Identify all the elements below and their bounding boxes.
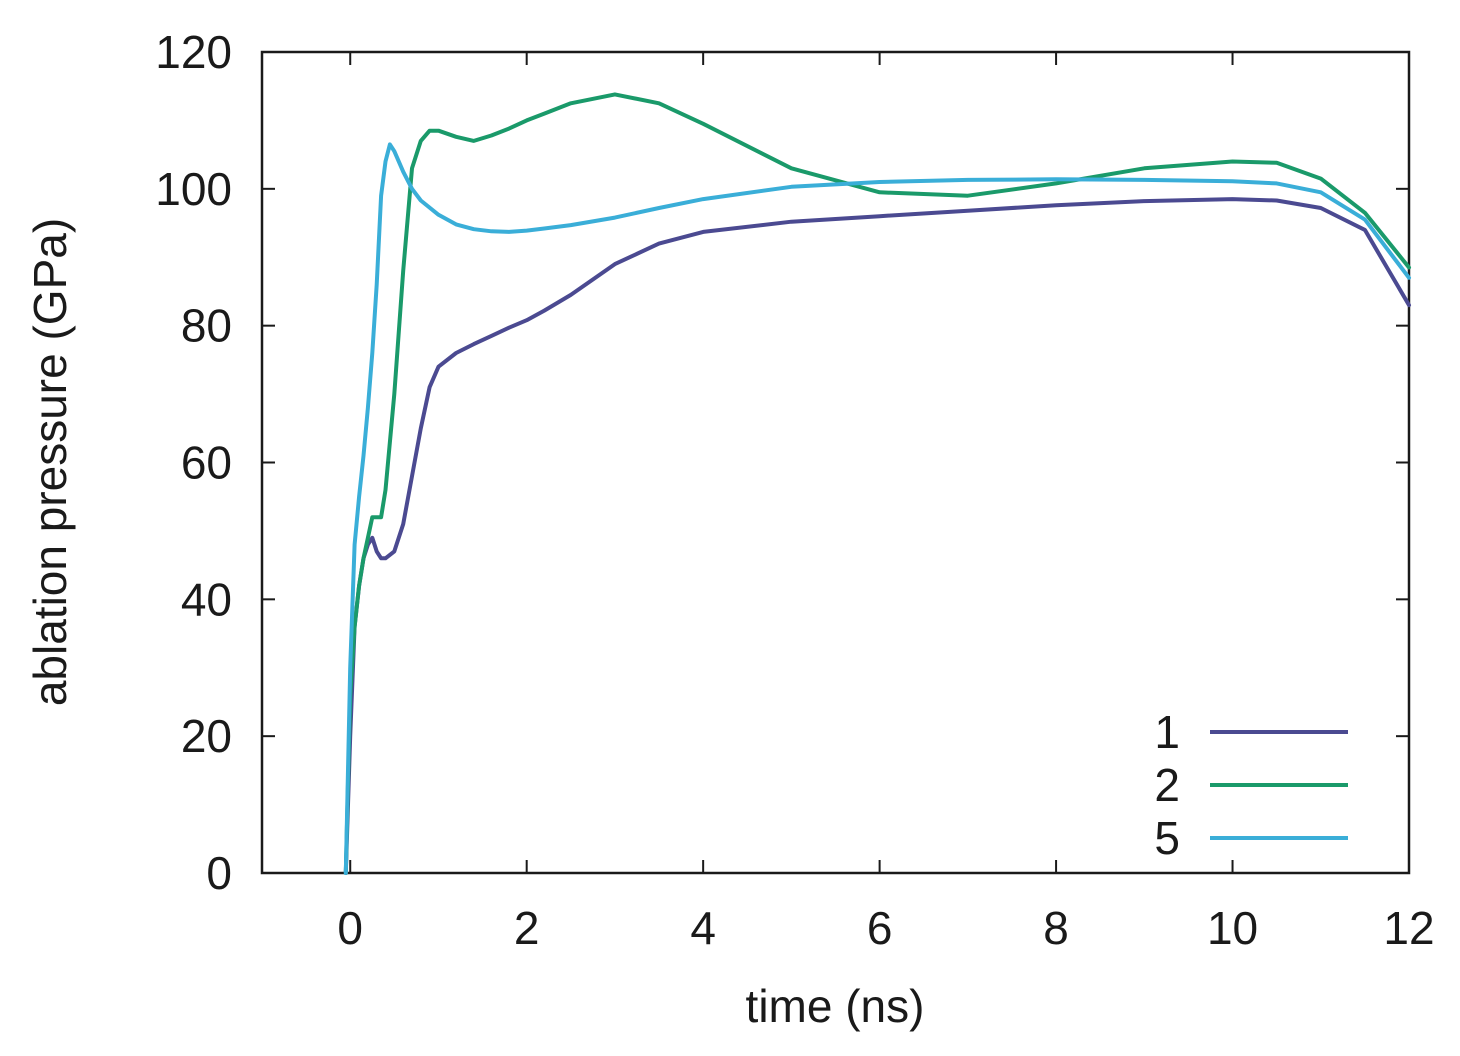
y-tick-label: 120 (155, 26, 232, 78)
x-tick-label: 12 (1383, 902, 1434, 954)
x-axis-label: time (ns) (746, 980, 925, 1032)
axis-ticks (262, 51, 1410, 874)
y-tick-label: 60 (181, 437, 232, 489)
x-tick-label: 10 (1207, 902, 1258, 954)
x-tick-label: 6 (867, 902, 893, 954)
plot-frame (260, 50, 1411, 875)
x-tick-label: 4 (690, 902, 716, 954)
y-tick-label: 100 (155, 163, 232, 215)
x-tick-label: 2 (514, 902, 540, 954)
x-tick-label: 8 (1043, 902, 1069, 954)
series-lines (343, 92, 1411, 875)
x-tick-label: 0 (337, 902, 363, 954)
series-1-line (343, 197, 1411, 875)
y-tick-label: 40 (181, 573, 232, 625)
legend-label: 2 (1154, 759, 1180, 811)
legend: 125 (1154, 706, 1348, 864)
y-tick-label: 80 (181, 300, 232, 352)
y-tick-label: 0 (206, 847, 232, 899)
legend-label: 5 (1154, 812, 1180, 864)
legend-label: 1 (1154, 706, 1180, 758)
y-tick-label: 20 (181, 710, 232, 762)
series-2-line (343, 92, 1411, 875)
series-5-line (343, 142, 1411, 875)
y-axis-label: ablation pressure (GPa) (24, 218, 76, 706)
